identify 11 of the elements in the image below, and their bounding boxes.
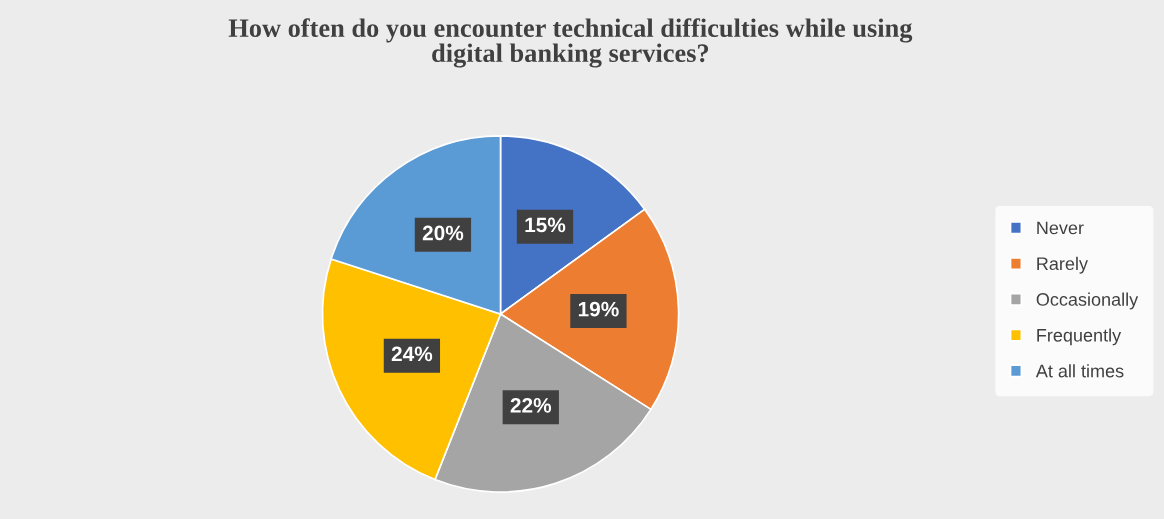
data-label: 24% [391, 346, 433, 362]
legend-label: At all times [1035, 364, 1124, 378]
data-label: 20% [422, 225, 464, 241]
legend-label: Occasionally [1036, 292, 1139, 310]
legend-label: Never [1037, 221, 1084, 235]
legend-label: Frequently [1037, 328, 1122, 346]
data-label: 15% [525, 217, 566, 233]
data-label: 19% [578, 301, 619, 317]
legend-label: Rarely [1037, 256, 1088, 274]
chart-title: How often do you encounter technical difficulties while using digital banking services? [228, 18, 913, 68]
data-label: 22% [510, 397, 552, 413]
